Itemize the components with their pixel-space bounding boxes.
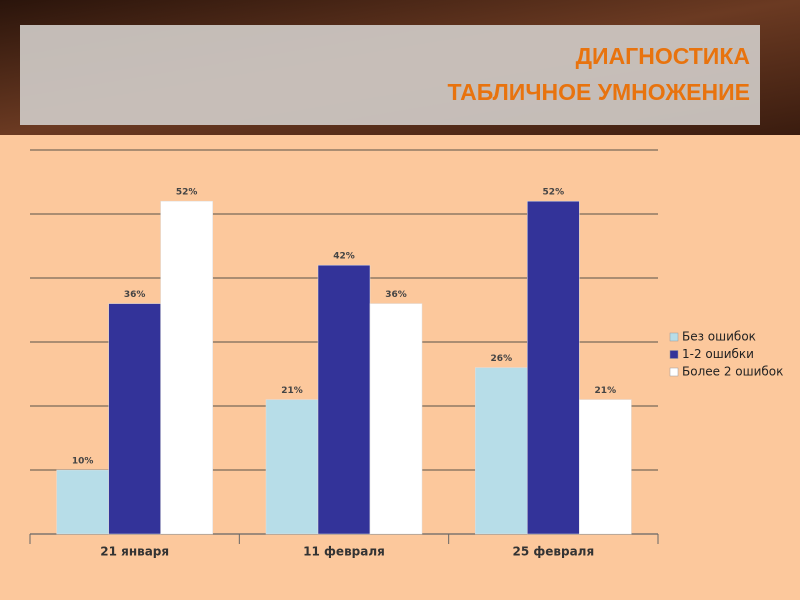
x-tick-label: 25 февраля: [512, 545, 594, 559]
bar: [579, 399, 632, 535]
bar: [108, 303, 161, 535]
legend-swatch: [669, 332, 679, 342]
legend-swatch: [669, 350, 679, 359]
bar: [369, 303, 423, 535]
bar: [317, 264, 371, 535]
bar: [160, 200, 213, 535]
data-label: 26%: [491, 354, 513, 364]
bar: [56, 469, 109, 535]
legend-label: Без ошибок: [682, 330, 756, 344]
data-label: 10%: [72, 457, 94, 467]
x-tick-label: 11 февраля: [303, 545, 385, 559]
bar: [527, 200, 580, 535]
data-label: 36%: [385, 290, 407, 300]
chart-subtitle: ТАБЛИЧНОЕ УМНОЖЕНИЕ: [447, 79, 750, 105]
legend-swatch: [669, 367, 679, 377]
bar: [475, 367, 528, 535]
legend-label: 1-2 ошибки: [682, 347, 754, 361]
data-label: 21%: [281, 386, 303, 396]
title-box: [20, 25, 760, 125]
legend-label: Более 2 ошибок: [682, 365, 783, 379]
data-label: 52%: [543, 188, 565, 198]
data-label: 52%: [176, 188, 198, 198]
data-label: 21%: [595, 386, 617, 396]
x-tick-label: 21 января: [100, 545, 169, 559]
bar: [265, 399, 319, 535]
data-label: 36%: [124, 290, 146, 300]
data-label: 42%: [333, 252, 355, 262]
chart-title: ДИАГНОСТИКА: [576, 43, 750, 69]
